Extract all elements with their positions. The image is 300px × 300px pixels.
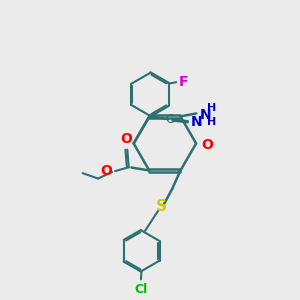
- Text: N: N: [190, 116, 202, 129]
- Text: O: O: [202, 138, 213, 152]
- Text: F: F: [179, 75, 188, 89]
- Text: O: O: [120, 132, 132, 146]
- Text: H: H: [207, 117, 217, 127]
- Text: H: H: [207, 103, 217, 113]
- Text: S: S: [156, 199, 167, 214]
- Text: Cl: Cl: [134, 283, 148, 296]
- Text: N: N: [200, 108, 212, 122]
- Text: C: C: [165, 113, 174, 126]
- Text: O: O: [100, 164, 112, 178]
